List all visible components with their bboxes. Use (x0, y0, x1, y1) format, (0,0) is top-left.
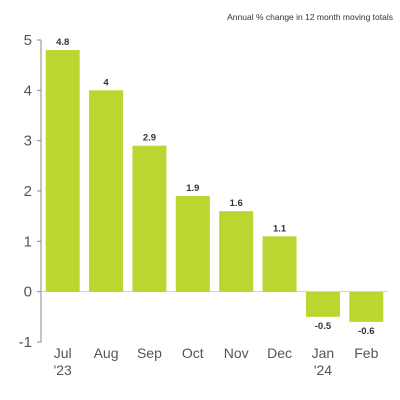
y-tick-label: 4 (24, 82, 32, 99)
data-label: 4 (103, 77, 109, 88)
bar (262, 236, 297, 292)
x-tick-year: '24 (314, 362, 332, 378)
data-labels: 4.8 4 2.9 1.9 1.6 1.1 -0.5 -0.6 (56, 37, 374, 337)
x-tick-label: Aug (94, 345, 119, 361)
data-label: 1.6 (230, 198, 243, 209)
y-tick-label: 0 (24, 284, 32, 301)
data-label: -0.6 (358, 326, 374, 337)
data-label: 2.9 (143, 133, 156, 144)
bar (89, 90, 124, 292)
bar (349, 291, 384, 322)
x-tick-label: Jul (54, 345, 72, 361)
bar (175, 196, 210, 292)
data-label: -0.5 (315, 321, 332, 332)
bar (219, 211, 254, 292)
x-tick-year: '23 (54, 362, 72, 378)
x-tick-label: Jan (312, 345, 335, 361)
chart-subtitle: Annual % change in 12 month moving total… (227, 12, 393, 22)
bar (45, 50, 80, 292)
bar (132, 145, 167, 292)
y-tick-label: 3 (24, 133, 32, 150)
data-label: 4.8 (56, 37, 69, 48)
x-tick-label: Feb (354, 345, 378, 361)
bar (305, 291, 340, 317)
data-label: 1.1 (273, 223, 287, 234)
x-tick-label: Dec (267, 345, 292, 361)
data-label: 1.9 (186, 183, 199, 194)
y-axis-ticks: 5 4 3 2 1 0 -1 (19, 32, 41, 351)
x-tick-label: Nov (224, 345, 249, 361)
x-axis-ticks: Jul'23 Aug Sep Oct Nov Dec Jan'24 Feb (54, 345, 379, 378)
y-tick-label: -1 (19, 334, 32, 351)
bar-series (45, 50, 384, 322)
y-tick-label: 1 (24, 233, 32, 250)
y-tick-label: 5 (24, 32, 32, 49)
x-tick-label: Sep (137, 345, 162, 361)
x-tick-label: Oct (182, 345, 204, 361)
y-tick-label: 2 (24, 183, 32, 200)
